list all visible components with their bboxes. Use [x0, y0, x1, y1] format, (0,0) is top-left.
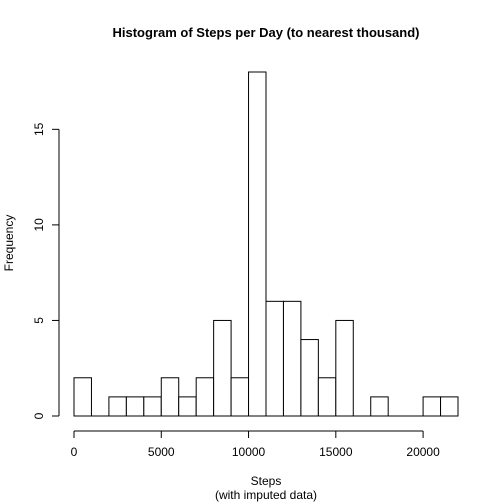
- histogram-bar: [282, 300, 302, 417]
- histogram-bar: [195, 377, 215, 417]
- histogram-bar: [178, 396, 197, 417]
- y-axis-label: Frequency: [2, 215, 16, 272]
- y-axis: 0 5 10 15: [32, 122, 60, 419]
- histogram-bar: [73, 377, 92, 417]
- x-axis: 0 5000 10000 15000 20000: [71, 430, 440, 459]
- x-tick-label: 20000: [406, 445, 440, 459]
- histogram-bar: [370, 396, 389, 417]
- histogram-bar: [422, 396, 442, 417]
- histogram-bar: [160, 377, 180, 417]
- y-tick-label: 5: [32, 317, 46, 324]
- x-axis-label: Steps: [251, 474, 282, 488]
- x-tick-label: 5000: [148, 445, 175, 459]
- histogram-bar: [440, 396, 459, 417]
- histogram-bar: [335, 319, 354, 417]
- x-tick-label: 10000: [232, 445, 266, 459]
- histogram-bar: [125, 396, 145, 417]
- histogram-bar: [248, 71, 267, 417]
- x-tick-label: 15000: [319, 445, 353, 459]
- histogram-bar: [317, 377, 337, 417]
- histogram-bar: [143, 396, 162, 417]
- y-tick-label: 15: [32, 122, 46, 136]
- x-axis-sublabel: (with imputed data): [215, 488, 317, 502]
- y-tick-label: 10: [32, 218, 46, 232]
- y-tick-label: 0: [32, 412, 46, 419]
- chart-title: Histogram of Steps per Day (to nearest t…: [113, 25, 420, 40]
- histogram-bar: [213, 319, 232, 417]
- histogram-bar: [230, 377, 250, 417]
- x-tick-label: 0: [71, 445, 78, 459]
- histogram-bar: [108, 396, 127, 417]
- histogram-bars: [73, 71, 459, 417]
- histogram-bar: [300, 339, 319, 417]
- histogram-bar: [265, 300, 284, 417]
